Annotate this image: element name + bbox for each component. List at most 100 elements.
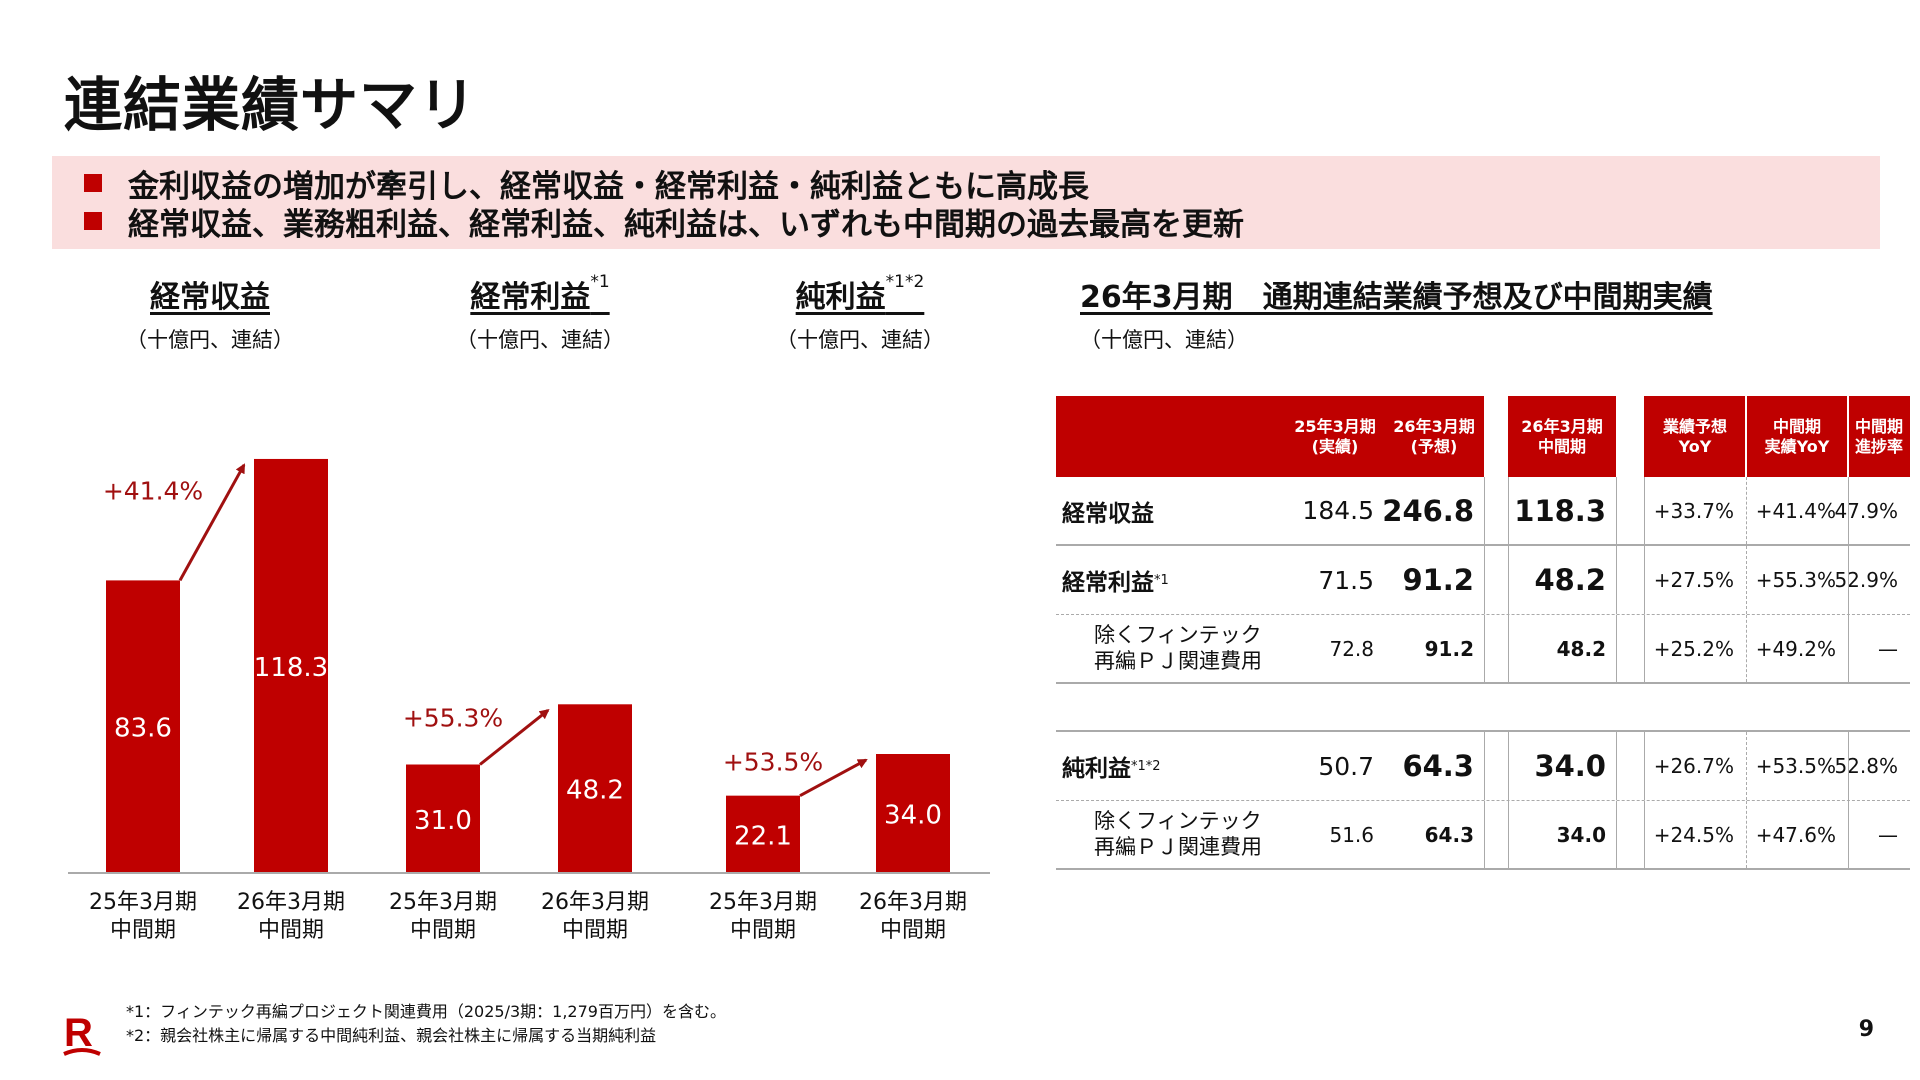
table-cell: 91.2 <box>1402 563 1474 597</box>
row-label-text: 経常利益 <box>1062 570 1154 596</box>
chart-header-ordinary-profit: 経常利益*1 （十億円、連結） <box>420 272 660 354</box>
highlight-text: 経常収益、業務粗利益、経常利益、純利益は、いずれも中間期の過去最高を更新 <box>128 206 1244 243</box>
row-label-text: 除くフィンテック 再編ＰＪ関連費用 <box>1094 623 1262 673</box>
chart-header-revenue: 経常収益 （十億円、連結） <box>112 272 308 354</box>
table-header-row: 25年3月期 (実績) 26年3月期 (予想) 26年3月期 中間期 業績予想 YoY… <box>1056 396 1910 477</box>
table-header-cell: 25年3月期 (実績) <box>1286 396 1384 477</box>
column-divider <box>1616 546 1617 614</box>
bar-value-label: 118.3 <box>254 653 328 683</box>
column-divider <box>1616 477 1617 544</box>
column-divider <box>1746 615 1747 682</box>
table-body: 経常収益 184.5 246.8 118.3 +33.7% +41.4% 47.9% 経常利益… <box>1056 477 1910 870</box>
column-divider <box>1746 801 1747 868</box>
bar-value-label: 31.0 <box>414 806 472 836</box>
table-cell: 71.5 <box>1318 565 1374 595</box>
bar <box>558 704 632 873</box>
column-divider <box>1484 801 1485 868</box>
row-label: 除くフィンテック 再編ＰＪ関連費用 <box>1056 801 1286 868</box>
column-divider <box>1848 615 1849 682</box>
row-label-text: 経常収益 <box>1062 500 1154 527</box>
table-cell: 48.2 <box>1534 563 1606 597</box>
row-label: 純利益 *1*2 <box>1056 732 1286 800</box>
category-tick-label: 中間期 <box>110 918 176 943</box>
table-cell: +26.7% <box>1653 754 1734 778</box>
column-divider <box>1746 732 1747 800</box>
header-gap <box>1616 396 1644 477</box>
header-gap <box>1484 396 1508 477</box>
category-tick-label: 26年3月期 <box>541 890 649 915</box>
page-title: 連結業績サマリ <box>64 71 478 139</box>
column-divider <box>1746 477 1747 544</box>
chart-title: 経常利益 <box>470 280 591 315</box>
bar <box>876 754 950 873</box>
table-cell: 64.3 <box>1402 749 1474 783</box>
category-tick-label: 中間期 <box>258 918 324 943</box>
column-divider <box>1616 732 1617 800</box>
column-divider <box>1644 732 1645 800</box>
table-cell: +27.5% <box>1653 568 1734 592</box>
column-divider <box>1508 546 1509 614</box>
table-cell: 64.3 <box>1424 822 1474 847</box>
table-cell: +47.6% <box>1755 822 1836 847</box>
growth-arrow <box>178 463 246 582</box>
footnotes: *1：フィンテック再編プロジェクト関連費用（2025/3期：1,279百万円）を… <box>126 1000 726 1048</box>
row-label: 経常利益 *1 <box>1056 546 1286 614</box>
column-divider <box>1484 615 1485 682</box>
bar <box>406 764 480 873</box>
category-tick-label: 中間期 <box>410 918 476 943</box>
table-header-cell: 中間期 実績YoY <box>1746 396 1848 477</box>
forecast-table: 25年3月期 (実績) 26年3月期 (予想) 26年3月期 中間期 業績予想 YoY… <box>1056 396 1910 870</box>
row-label: 経常収益 <box>1056 477 1286 544</box>
bar-value-label: 22.1 <box>734 821 792 851</box>
column-divider <box>1746 546 1747 614</box>
table-unit: （十億円、連結） <box>1080 328 1248 352</box>
table-cell: +53.5% <box>1755 754 1836 778</box>
table-row: 除くフィンテック 再編ＰＪ関連費用 72.8 91.2 48.2 +25.2% +49.2… <box>1056 615 1910 684</box>
row-label-footnote: *1 <box>1154 572 1169 588</box>
table-cell: 34.0 <box>1534 749 1606 783</box>
chart-unit: （十億円、連結） <box>456 328 624 352</box>
page-number: 9 <box>1858 1017 1874 1042</box>
column-divider <box>1848 732 1849 800</box>
category-tick-label: 中間期 <box>562 918 628 943</box>
column-divider <box>1616 801 1617 868</box>
category-tick-label: 中間期 <box>880 918 946 943</box>
bar <box>106 580 180 873</box>
table-row: 経常利益 *1 71.5 91.2 48.2 +27.5% +55.3% 52.9% <box>1056 546 1910 615</box>
table-cell: 246.8 <box>1382 493 1474 528</box>
row-label-text: 純利益 <box>1062 756 1131 782</box>
chart-header-net-income: 純利益*1*2 （十億円、連結） <box>760 272 960 354</box>
category-tick-label: 26年3月期 <box>237 890 345 915</box>
table-cell: 47.9% <box>1834 498 1898 523</box>
column-divider <box>1508 732 1509 800</box>
table-cell: 52.8% <box>1834 754 1898 778</box>
table-header-cell: 26年3月期 (予想) <box>1384 396 1484 477</box>
chart-unit: （十億円、連結） <box>776 328 944 352</box>
bar-value-label: 34.0 <box>884 801 942 831</box>
column-divider <box>1644 615 1645 682</box>
column-divider <box>1848 801 1849 868</box>
table-row: 経常収益 184.5 246.8 118.3 +33.7% +41.4% 47.9% <box>1056 477 1910 546</box>
table-cell: +55.3% <box>1755 568 1836 592</box>
row-label-text: 除くフィンテック 再編ＰＪ関連費用 <box>1094 809 1262 859</box>
growth-label: +55.3% <box>403 704 503 733</box>
highlight-item: 経常収益、業務粗利益、経常利益、純利益は、いずれも中間期の過去最高を更新 <box>70 202 1862 243</box>
table-header: 26年3月期 通期連結業績予想及び中間期実績 （十億円、連結） <box>1080 272 1713 354</box>
chart-title-footnote: *1*2 <box>885 272 925 292</box>
table-cell: +33.7% <box>1653 498 1734 523</box>
chart-title-footnote: *1 <box>590 272 610 292</box>
column-divider <box>1484 546 1485 614</box>
table-cell: 91.2 <box>1424 636 1474 661</box>
column-divider <box>1644 546 1645 614</box>
table-cell: +49.2% <box>1755 636 1836 661</box>
growth-arrow <box>479 709 550 766</box>
column-divider <box>1508 801 1509 868</box>
table-cell: +24.5% <box>1653 822 1734 847</box>
table-header-cell: 中間期 進捗率 <box>1848 396 1910 477</box>
table-cell: — <box>1878 822 1898 847</box>
column-divider <box>1644 477 1645 544</box>
highlight-item: 金利収益の増加が牽引し、経常収益・経常利益・純利益ともに高成長 <box>70 164 1862 205</box>
table-cell: +25.2% <box>1653 636 1734 661</box>
column-divider <box>1848 546 1849 614</box>
